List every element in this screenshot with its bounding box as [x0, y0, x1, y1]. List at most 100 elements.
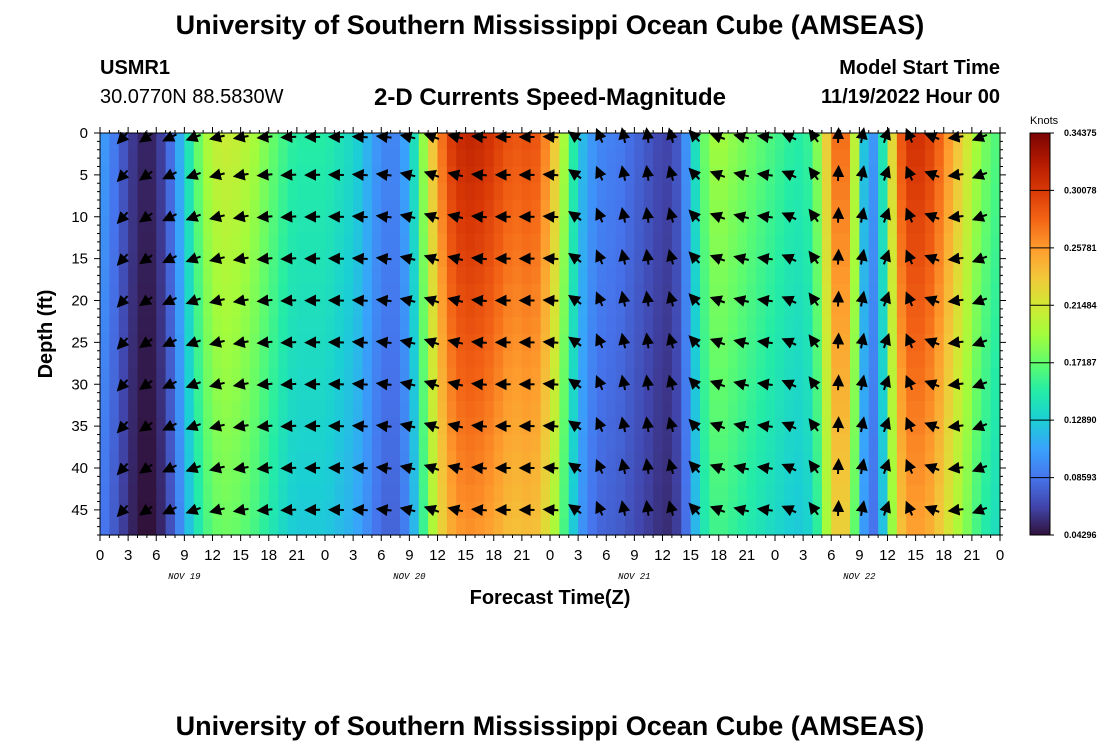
heat-cell — [775, 334, 785, 352]
heat-cell — [746, 267, 757, 285]
heat-cell — [128, 367, 139, 385]
heat-cell — [334, 133, 345, 151]
heat-cell — [568, 451, 579, 469]
heat-cell — [137, 133, 148, 151]
heat-cell — [653, 518, 664, 536]
heat-cell — [700, 267, 710, 285]
heat-cell — [334, 300, 345, 318]
heat-cell — [437, 518, 448, 536]
heat-cell — [259, 468, 270, 486]
current-arrow — [375, 294, 392, 307]
heat-cell — [175, 434, 185, 452]
heat-cell — [775, 267, 785, 285]
heat-cell — [915, 133, 926, 151]
current-arrow — [905, 458, 917, 474]
heat-cell — [184, 434, 195, 452]
heat-cell — [784, 317, 795, 335]
heat-cell — [746, 317, 757, 335]
heat-cell — [821, 350, 832, 369]
current-arrow — [162, 461, 177, 473]
heat-cell — [409, 149, 420, 168]
heat-cell — [568, 367, 579, 385]
heat-cell — [896, 216, 907, 235]
heat-cell — [896, 434, 907, 452]
heat-cell — [250, 133, 260, 151]
heat-cell — [943, 451, 954, 469]
current-arrow — [808, 166, 821, 181]
current-arrow — [756, 169, 773, 182]
current-arrow — [832, 374, 845, 391]
heat-cell — [690, 350, 701, 369]
heat-cell — [240, 233, 251, 251]
heat-cell — [756, 484, 767, 503]
heat-cell — [381, 468, 392, 486]
current-arrow — [351, 462, 368, 475]
heat-cell — [746, 484, 757, 503]
heat-cell — [221, 417, 232, 436]
heat-cell — [531, 484, 542, 503]
heat-cell — [521, 367, 532, 385]
heat-cell — [400, 233, 410, 251]
heat-cell — [503, 384, 514, 402]
heat-cell — [775, 384, 785, 402]
heat-cell — [737, 401, 748, 419]
heat-cell — [868, 451, 879, 469]
heat-cell — [503, 468, 514, 486]
y-axis-title: Depth (ft) — [35, 290, 57, 379]
heat-cell — [484, 149, 495, 168]
heat-cell — [803, 451, 814, 469]
heat-cell — [653, 233, 664, 251]
heat-cell — [531, 518, 542, 536]
heat-cell — [559, 384, 570, 402]
current-arrow — [470, 131, 487, 144]
heat-cell — [550, 149, 560, 168]
heat-cell — [240, 183, 251, 201]
heat-cell — [306, 317, 317, 335]
heat-cell — [353, 200, 364, 218]
heat-cell — [343, 216, 354, 235]
heat-cell — [184, 518, 195, 536]
heat-cell — [484, 401, 495, 419]
heat-cell — [418, 166, 429, 184]
heat-cell — [906, 149, 917, 168]
current-arrow — [185, 461, 201, 473]
heat-cell — [278, 149, 289, 168]
heat-cell — [109, 367, 120, 385]
heat-cell — [596, 401, 607, 419]
heat-cell — [840, 434, 851, 452]
heat-cell — [371, 384, 382, 402]
current-arrow — [642, 332, 654, 349]
heat-cell — [653, 317, 664, 335]
heat-cell — [709, 149, 720, 168]
heat-cell — [287, 183, 298, 201]
heat-cell — [634, 183, 645, 201]
y-tick-label: 25 — [71, 334, 88, 351]
heat-cell — [775, 149, 785, 168]
heat-cell — [559, 149, 570, 168]
heat-cell — [268, 267, 279, 285]
heat-cell — [896, 183, 907, 201]
heat-cell — [390, 283, 401, 302]
heat-cell — [531, 250, 542, 268]
heat-cell — [681, 384, 692, 402]
heat-cell — [700, 501, 710, 519]
heat-cell — [953, 233, 964, 251]
heat-cell — [887, 350, 898, 369]
heat-cell — [334, 317, 345, 335]
heat-cell — [756, 233, 767, 251]
heat-cell — [765, 384, 776, 402]
heat-cell — [700, 133, 710, 151]
heat-cell — [137, 233, 148, 251]
heat-cell — [803, 149, 814, 168]
heat-cell — [465, 183, 476, 201]
heat-cell — [559, 401, 570, 419]
heat-cell — [531, 283, 542, 302]
heat-cell — [925, 401, 935, 419]
heat-cell — [906, 384, 917, 402]
heat-cell — [446, 200, 457, 218]
heat-cell — [709, 518, 720, 536]
heat-cell — [840, 216, 851, 235]
heat-cell — [596, 183, 607, 201]
heat-cell — [578, 283, 589, 302]
heat-cell — [953, 401, 964, 419]
